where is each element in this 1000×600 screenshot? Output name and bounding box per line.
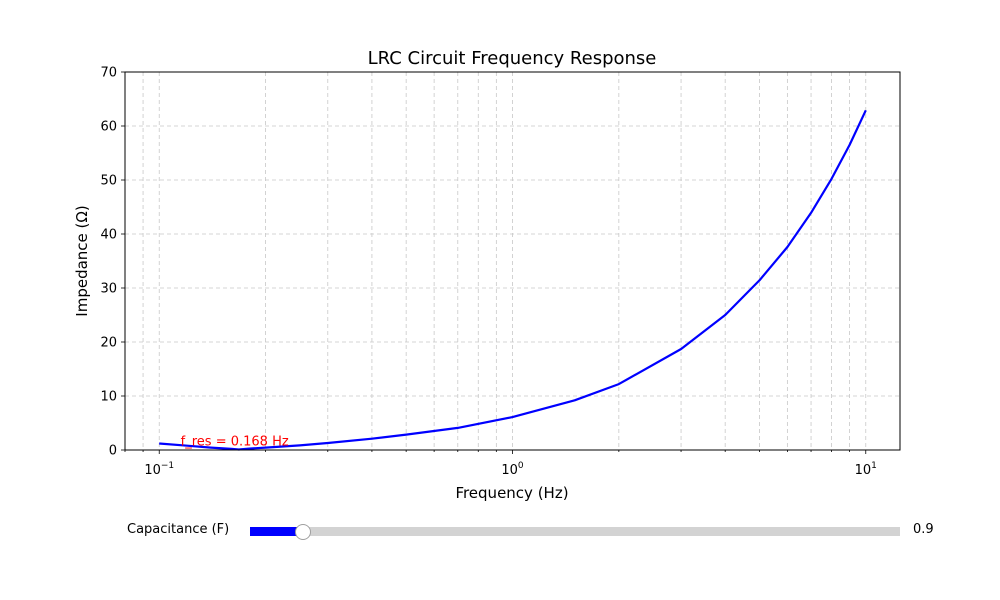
series-layer: [159, 109, 867, 451]
tick-layer: 0 10 20 30 40 50 60 70 10−1 100 101: [100, 66, 876, 479]
y-tick-label: 0: [109, 444, 117, 459]
x-axis-label: Frequency (Hz): [455, 484, 568, 502]
impedance-line: [159, 109, 867, 451]
capacitance-slider-handle[interactable]: [295, 524, 312, 540]
y-axis-label: Impedance (Ω): [73, 205, 91, 316]
chart-title: LRC Circuit Frequency Response: [368, 48, 657, 69]
y-tick-label: 70: [100, 66, 117, 81]
y-tick-label: 30: [100, 282, 117, 297]
capacitance-slider-fill: [250, 527, 304, 536]
grid: [124, 71, 900, 451]
x-tick-label: 10−1: [144, 461, 174, 478]
y-tick-label: 20: [100, 336, 117, 351]
capacitance-slider-label: Capacitance (F): [127, 522, 230, 537]
resonance-annotation: f_res = 0.168 Hz: [181, 435, 289, 450]
capacitance-slider-value: 0.9: [913, 522, 934, 537]
y-tick-label: 60: [100, 120, 117, 135]
x-tick-label: 100: [501, 461, 524, 478]
y-tick-label: 10: [100, 390, 117, 405]
y-tick-label: 40: [100, 228, 117, 243]
x-tick-label: 101: [855, 461, 877, 478]
capacitance-slider[interactable]: [250, 524, 900, 540]
y-tick-label: 50: [100, 174, 117, 189]
